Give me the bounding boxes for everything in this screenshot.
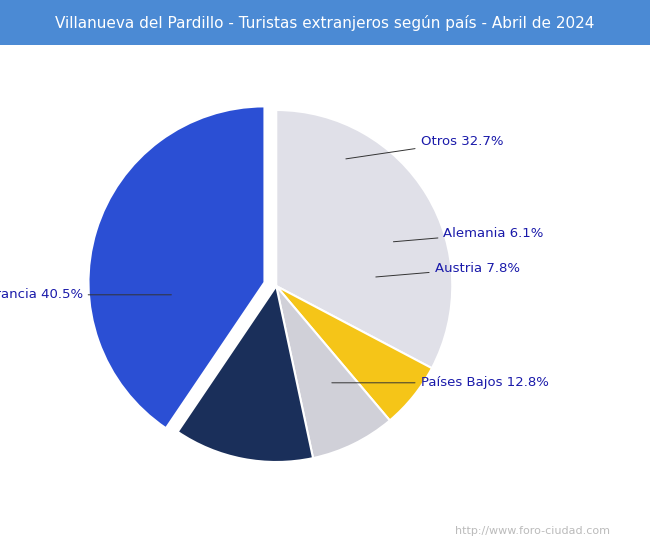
Text: Otros 32.7%: Otros 32.7% [346,135,503,159]
Text: http://www.foro-ciudad.com: http://www.foro-ciudad.com [456,526,610,536]
Text: Francia 40.5%: Francia 40.5% [0,288,172,301]
Wedge shape [276,286,390,458]
Wedge shape [177,286,313,462]
Wedge shape [276,286,432,420]
Text: Villanueva del Pardillo - Turistas extranjeros según país - Abril de 2024: Villanueva del Pardillo - Turistas extra… [55,14,595,31]
Wedge shape [88,106,265,428]
Text: Alemania 6.1%: Alemania 6.1% [393,227,544,242]
Wedge shape [276,110,452,368]
Text: Países Bajos 12.8%: Países Bajos 12.8% [332,376,549,389]
Text: Austria 7.8%: Austria 7.8% [376,262,519,277]
